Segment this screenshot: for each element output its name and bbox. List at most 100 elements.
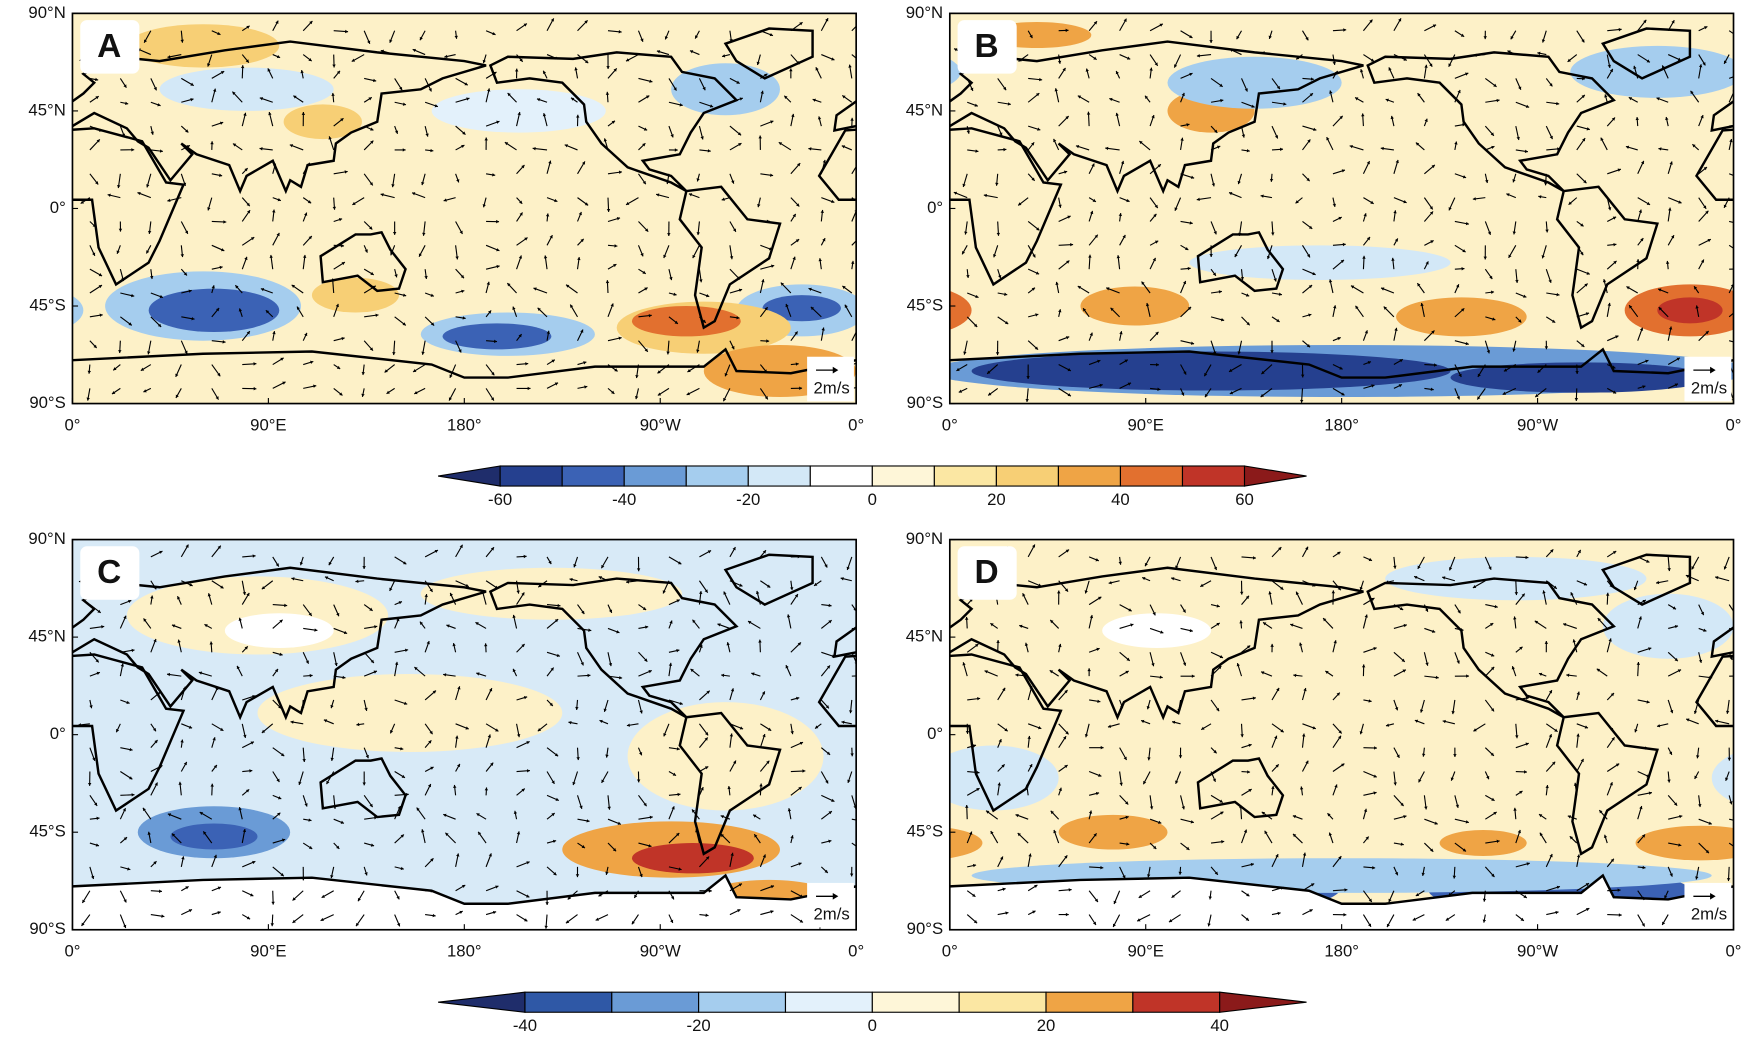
wind-vector-head bbox=[159, 294, 163, 299]
wind-vector bbox=[851, 652, 857, 664]
coastline bbox=[1196, 230, 1285, 293]
wind-vector-head bbox=[785, 303, 789, 308]
wind-vector-head bbox=[342, 675, 346, 680]
wind-vector-head bbox=[1293, 833, 1297, 838]
latitude-tick-label: 45°S bbox=[29, 295, 65, 314]
wind-vector-head bbox=[1123, 756, 1127, 760]
wind-vector-head bbox=[1557, 147, 1561, 151]
wind-vector-head bbox=[1088, 254, 1092, 258]
wind-vector-head bbox=[1538, 195, 1542, 199]
wind-vector-head bbox=[1472, 584, 1477, 588]
wind-vector-head bbox=[545, 902, 549, 906]
wind-vector-head bbox=[1656, 97, 1660, 101]
wind-vector-head bbox=[1434, 363, 1437, 367]
wind-vector-head bbox=[567, 896, 571, 900]
wind-vector-head bbox=[1240, 276, 1245, 280]
wind-vector-head bbox=[1278, 547, 1282, 551]
wind-vector-head bbox=[1196, 197, 1200, 201]
wind-vector-head bbox=[1343, 913, 1347, 917]
wind-vector-head bbox=[1296, 56, 1300, 60]
wind-vector-head bbox=[1240, 734, 1244, 738]
wind-vector-head bbox=[1394, 871, 1399, 876]
latitude-tick-label: 90°S bbox=[907, 393, 943, 412]
wind-vector-head bbox=[1125, 815, 1129, 820]
wind-vector-head bbox=[642, 606, 647, 610]
wind-vector-head bbox=[1483, 36, 1487, 40]
wind-vector-head bbox=[186, 145, 190, 149]
wind-vector-head bbox=[1271, 232, 1275, 236]
wind-vector-head bbox=[1125, 801, 1129, 805]
wind-vector-head bbox=[605, 280, 610, 284]
wind-vector-head bbox=[1415, 142, 1420, 146]
wind-vector-head bbox=[584, 59, 589, 64]
wind-vector-head bbox=[1261, 370, 1265, 375]
wind-vector-head bbox=[310, 360, 314, 364]
wind-vector-head bbox=[238, 308, 243, 312]
wind-vector-head bbox=[1094, 898, 1098, 902]
reference-arrow-head bbox=[1710, 892, 1716, 900]
wind-vector-head bbox=[525, 362, 529, 366]
wind-vector-head bbox=[953, 191, 958, 195]
wind-vector-head bbox=[1312, 271, 1316, 276]
wind-vector-head bbox=[1633, 586, 1638, 591]
wind-vector-head bbox=[351, 58, 356, 62]
wind-vector-head bbox=[1095, 558, 1099, 562]
wind-vector-head bbox=[648, 844, 652, 848]
wind-vector-head bbox=[150, 595, 154, 599]
wind-vector bbox=[851, 330, 857, 341]
wind-vector-head bbox=[1700, 611, 1704, 616]
wind-vector-head bbox=[1110, 307, 1114, 312]
wind-vector-head bbox=[1367, 361, 1371, 365]
wind-vector-head bbox=[962, 662, 966, 666]
longitude-tick-label: 0° bbox=[1726, 415, 1742, 434]
wind-vector-head bbox=[1149, 67, 1153, 71]
latitude-tick-label: 90°N bbox=[906, 3, 943, 22]
wind-vector-head bbox=[1374, 746, 1377, 750]
longitude-tick-label: 0° bbox=[848, 941, 864, 960]
wind-vector-head bbox=[1086, 111, 1091, 115]
wind-vector-head bbox=[966, 130, 970, 134]
panel-label: C bbox=[97, 554, 121, 591]
wind-vector-head bbox=[1493, 812, 1497, 816]
wind-vector-head bbox=[190, 82, 194, 86]
wind-vector-head bbox=[1303, 687, 1307, 692]
wind-vector-head bbox=[831, 654, 836, 658]
wind-vector-head bbox=[1182, 609, 1186, 613]
wind-vector-head bbox=[1607, 207, 1612, 211]
anomaly-region bbox=[1450, 362, 1712, 393]
wind-vector-head bbox=[1617, 888, 1621, 892]
wind-vector-head bbox=[1154, 204, 1158, 209]
anomaly-region bbox=[949, 828, 983, 859]
map-panel bbox=[949, 13, 1734, 404]
wind-vector-head bbox=[273, 163, 277, 167]
wind-vector-head bbox=[1576, 854, 1581, 858]
wind-vector-head bbox=[738, 288, 743, 292]
wind-vector-head bbox=[1705, 210, 1709, 215]
wind-vector-head bbox=[549, 235, 553, 239]
wind-vector-head bbox=[1139, 141, 1143, 145]
wind-vector-head bbox=[860, 628, 863, 631]
wind-vector-head bbox=[1067, 368, 1071, 372]
wind-vector-head bbox=[704, 766, 709, 770]
wind-vector bbox=[1728, 312, 1734, 318]
wind-vector-head bbox=[516, 831, 521, 835]
wind-vector-head bbox=[215, 396, 219, 400]
wind-vector-head bbox=[1252, 556, 1256, 560]
wind-vector-head bbox=[514, 68, 519, 72]
wind-vector-head bbox=[677, 792, 681, 797]
wind-vector-head bbox=[1695, 305, 1699, 309]
wind-vector-head bbox=[708, 889, 712, 893]
wind-vector-head bbox=[1549, 135, 1553, 140]
wind-vector-head bbox=[1275, 764, 1279, 768]
wind-vector-head bbox=[274, 668, 279, 673]
wind-vector-head bbox=[253, 362, 257, 366]
wind-vector-head bbox=[638, 752, 643, 756]
wind-vector-head bbox=[1673, 802, 1678, 806]
wind-vector-head bbox=[1058, 643, 1062, 648]
wind-vector-head bbox=[1729, 801, 1733, 805]
wind-vector-head bbox=[672, 772, 677, 776]
wind-vector-head bbox=[766, 760, 770, 764]
wind-vector-head bbox=[1448, 567, 1453, 571]
wind-vector-head bbox=[246, 331, 250, 335]
wind-vector-head bbox=[1417, 93, 1421, 97]
